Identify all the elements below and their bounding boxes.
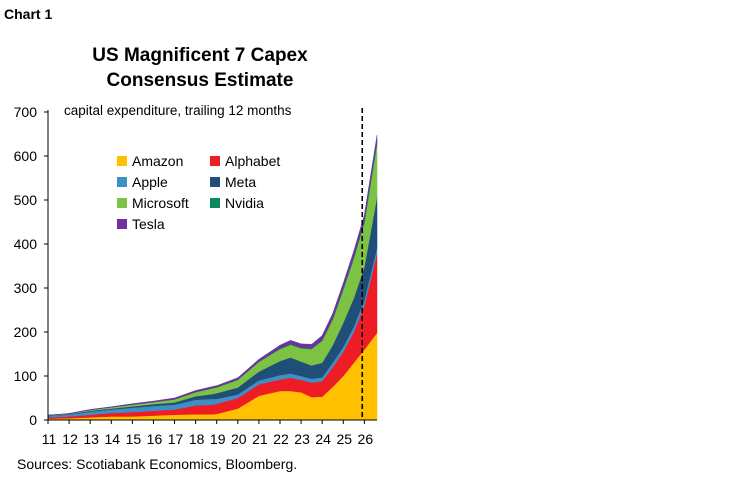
y-tick-label: 700 <box>14 104 38 120</box>
legend-label: Microsoft <box>132 195 189 211</box>
legend-swatch <box>117 219 127 229</box>
axes: 0 100 200 300 400 500 600 700 11 12 13 14 15 16 17 18 19… <box>14 104 377 447</box>
x-tick-label: 22 <box>273 431 289 447</box>
area-tesla <box>47 135 378 416</box>
x-tick-label: 18 <box>189 431 205 447</box>
x-tick-label: 23 <box>294 431 310 447</box>
x-tick-label: 11 <box>42 431 57 447</box>
x-tick-label: 21 <box>252 431 268 447</box>
legend-label: Apple <box>132 174 168 190</box>
legend-item-tesla: Tesla <box>117 216 165 232</box>
y-tick-label: 100 <box>14 368 38 384</box>
y-tick-label: 400 <box>14 236 38 252</box>
x-tick-label: 14 <box>104 431 120 447</box>
chart-title-line1: US Magnificent 7 Capex <box>92 45 308 66</box>
chart-number-label: Chart 1 <box>4 6 53 22</box>
legend-item-microsoft: Microsoft <box>117 195 189 211</box>
x-tick-label: 16 <box>147 431 163 447</box>
area-layers <box>47 135 378 421</box>
legend-swatch <box>117 177 127 187</box>
legend-item-amazon: Amazon <box>117 153 183 169</box>
legend-label: Nvidia <box>225 195 264 211</box>
legend-item-alphabet: Alphabet <box>210 153 280 169</box>
legend-label: Alphabet <box>225 153 280 169</box>
legend-label: Tesla <box>132 216 165 232</box>
legend-swatch <box>210 198 220 208</box>
x-tick-label: 20 <box>231 431 247 447</box>
legend-swatch <box>210 177 220 187</box>
legend-item-meta: Meta <box>210 174 256 190</box>
legend-label: Meta <box>225 174 256 190</box>
legend-item-apple: Apple <box>117 174 168 190</box>
y-tick-label: 0 <box>29 412 37 428</box>
x-tick-label: 26 <box>358 431 374 447</box>
source-note: Sources: Scotiabank Economics, Bloomberg… <box>17 456 298 472</box>
legend: Amazon Alphabet Apple Meta Microsoft Nvidia Te… <box>117 153 280 232</box>
legend-swatch <box>117 156 127 166</box>
x-tick-label: 13 <box>83 431 99 447</box>
legend-swatch <box>210 156 220 166</box>
legend-label: Amazon <box>132 153 183 169</box>
y-tick-label: 300 <box>14 280 38 296</box>
x-tick-label: 15 <box>126 431 142 447</box>
legend-swatch <box>117 198 127 208</box>
x-tick-label: 12 <box>62 431 78 447</box>
legend-item-nvidia: Nvidia <box>210 195 264 211</box>
chart-title-line2: Consensus Estimate <box>106 70 294 91</box>
y-tick-label: 200 <box>14 324 38 340</box>
x-tick-label: 17 <box>168 431 184 447</box>
chart-subtitle: capital expenditure, trailing 12 months <box>64 103 292 118</box>
x-tick-label: 24 <box>315 431 331 447</box>
x-tick-label: 19 <box>210 431 226 447</box>
x-tick-label: 25 <box>336 431 352 447</box>
y-tick-label: 500 <box>14 192 38 208</box>
y-tick-label: 600 <box>14 148 38 164</box>
